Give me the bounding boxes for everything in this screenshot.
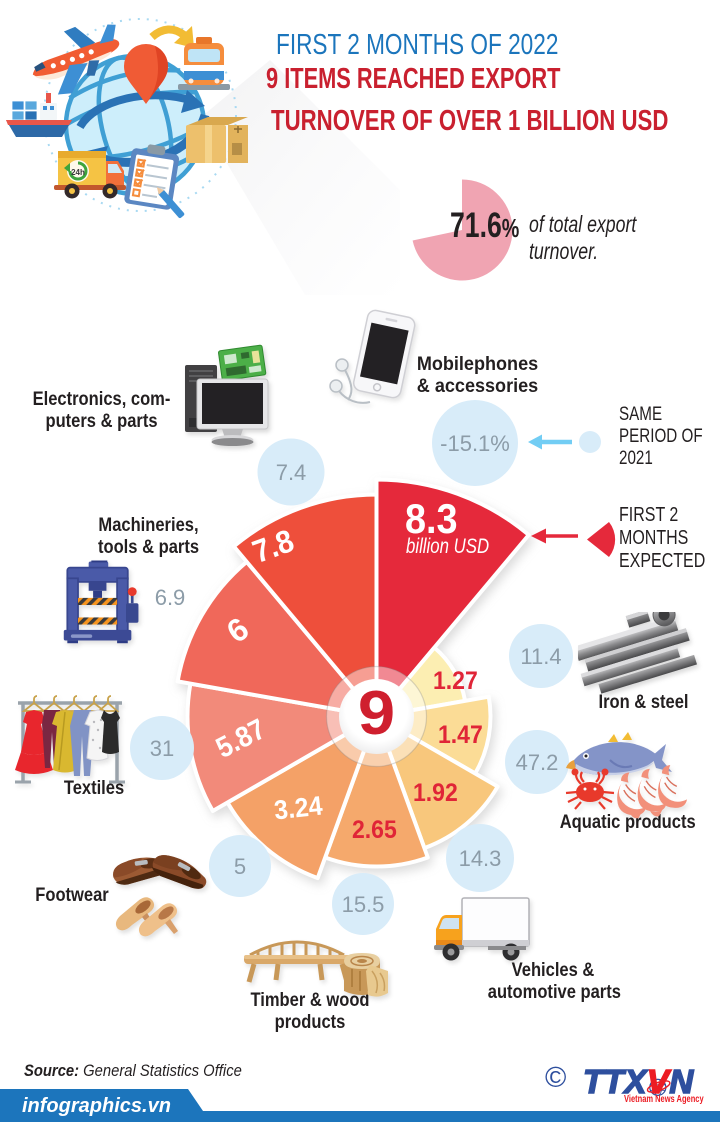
svg-text:24h: 24h — [71, 168, 85, 177]
